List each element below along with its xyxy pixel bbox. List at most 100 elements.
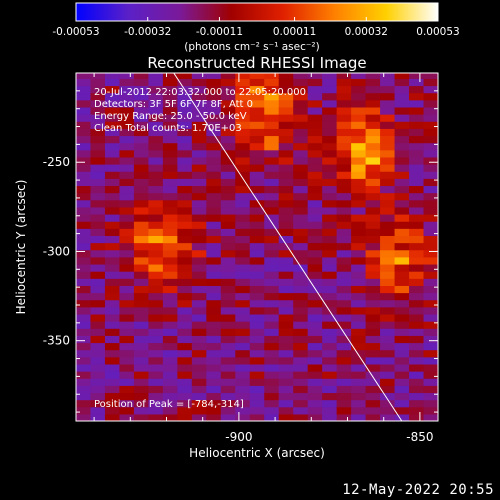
heatmap-cell — [220, 135, 236, 144]
heatmap-cell — [220, 371, 236, 379]
heatmap-cell — [148, 142, 164, 151]
heatmap-cell — [278, 149, 294, 158]
heatmap-cell — [351, 335, 367, 344]
heatmap-cell — [293, 278, 309, 286]
heatmap-cell — [220, 406, 236, 415]
heatmap-cell — [409, 328, 425, 336]
heatmap-cell — [119, 378, 135, 386]
heatmap-cell — [423, 171, 438, 179]
heatmap-cell — [307, 185, 323, 194]
heatmap-cell — [293, 285, 309, 294]
heatmap-cell — [365, 335, 381, 344]
heatmap-cell — [76, 114, 92, 122]
heatmap-cell — [423, 156, 438, 165]
heatmap-cell — [409, 385, 425, 394]
heatmap-cell — [162, 356, 178, 365]
heatmap-cell — [162, 349, 178, 358]
heatmap-cell — [336, 413, 352, 421]
heatmap-cell — [351, 371, 367, 379]
heatmap-cell — [76, 135, 92, 144]
heatmap-cell — [104, 73, 121, 79]
heatmap-cell — [307, 371, 323, 379]
heatmap-cell — [133, 99, 149, 108]
heatmap-cell — [264, 73, 280, 79]
heatmap-cell — [365, 392, 381, 401]
heatmap-cell — [133, 342, 149, 351]
heatmap-cell — [177, 142, 193, 151]
heatmap-cell — [133, 73, 149, 79]
heatmap-cell — [220, 342, 236, 351]
heatmap-cell — [336, 321, 352, 329]
heatmap-cell — [336, 206, 352, 215]
heatmap-cell — [220, 335, 236, 344]
heatmap-cell — [249, 142, 265, 151]
heatmap-cell — [423, 292, 438, 301]
heatmap-cell — [423, 335, 438, 344]
heatmap-cell — [162, 342, 178, 351]
heatmap-cell — [307, 171, 323, 179]
heatmap-cell — [249, 349, 265, 358]
heatmap-cell — [235, 292, 251, 301]
heatmap-cell — [148, 73, 164, 79]
heatmap-cell — [380, 406, 396, 415]
heatmap-cell — [423, 114, 438, 122]
heatmap-cell — [264, 142, 280, 151]
heatmap-cell — [380, 342, 396, 351]
heatmap-cell — [278, 371, 294, 379]
heatmap-cell — [293, 192, 309, 201]
heatmap-cell — [365, 371, 381, 379]
heatmap-cell — [133, 285, 149, 294]
heatmap-cell — [191, 349, 207, 358]
heatmap-cell — [322, 313, 338, 322]
heatmap-cell — [394, 385, 410, 394]
heatmap-cell — [264, 399, 280, 408]
heatmap-cell — [90, 263, 106, 272]
heatmap-cell — [206, 313, 222, 322]
heatmap-cell — [351, 349, 367, 358]
heatmap-cell — [119, 249, 135, 258]
heatmap-cell — [394, 271, 410, 279]
heatmap-cell — [76, 85, 92, 94]
heatmap-cell — [307, 385, 323, 394]
heatmap-cell — [249, 385, 265, 394]
y-tick-label: -300 — [43, 244, 70, 258]
heatmap-cell — [90, 249, 106, 258]
heatmap-cell — [148, 235, 164, 244]
heatmap-cell — [90, 171, 106, 179]
heatmap-cell — [90, 114, 106, 122]
heatmap-cell — [220, 292, 236, 301]
heatmap-cell — [104, 85, 121, 94]
heatmap-cell — [264, 85, 280, 94]
heatmap-cell — [336, 335, 352, 344]
heatmap-cell — [351, 128, 367, 137]
heatmap-cell — [394, 321, 410, 329]
heatmap-cell — [293, 73, 309, 79]
heatmap-cell — [409, 342, 425, 351]
heatmap-cell — [235, 335, 251, 344]
heatmap-cell — [409, 349, 425, 358]
heatmap-cell — [249, 256, 265, 265]
heatmap-cell — [394, 156, 410, 165]
heatmap-cell — [191, 285, 207, 294]
heatmap-cell — [90, 221, 106, 229]
heatmap-cell — [322, 285, 338, 294]
heatmap-cell — [148, 92, 164, 101]
heatmap-cell — [249, 406, 265, 415]
heatmap-cell — [90, 371, 106, 379]
heatmap-cell — [423, 299, 438, 308]
heatmap-cell — [148, 171, 164, 179]
heatmap-cell — [206, 135, 222, 144]
heatmap-cell — [423, 328, 438, 336]
heatmap-cell — [162, 271, 178, 279]
heatmap-cell — [162, 135, 178, 144]
heatmap-cell — [104, 413, 121, 421]
heatmap-cell — [162, 242, 178, 251]
heatmap-cell — [90, 78, 106, 87]
heatmap-cell — [76, 199, 92, 208]
heatmap-cell — [365, 413, 381, 421]
heatmap-cell — [148, 413, 164, 421]
heatmap-cell — [307, 221, 323, 229]
heatmap-cell — [133, 349, 149, 358]
heatmap-cell — [119, 242, 135, 251]
